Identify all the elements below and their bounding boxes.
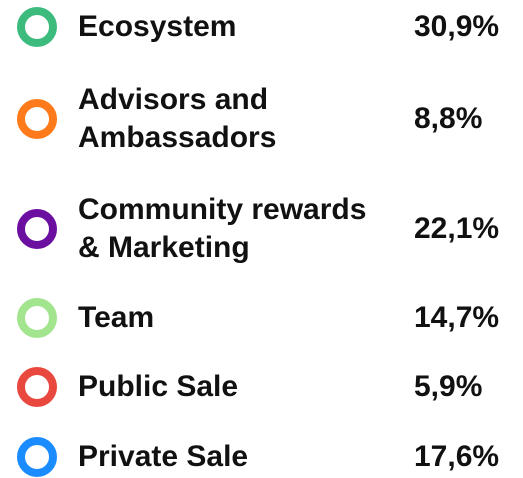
label-line: Ambassadors — [78, 121, 277, 154]
label-line: Team — [78, 301, 155, 334]
legend-marker — [17, 298, 57, 338]
legend-value: 17,6% — [414, 440, 500, 473]
legend-marker — [17, 99, 57, 139]
legend-value: 30,9% — [414, 10, 500, 43]
label-line: Ecosystem — [78, 10, 237, 43]
legend-marker — [17, 367, 57, 407]
legend-value: 14,7% — [414, 301, 500, 334]
label-line: Private Sale — [78, 440, 249, 473]
legend-label: Private Sale — [78, 438, 248, 476]
legend-marker — [17, 209, 57, 249]
legend-label: Community rewards & Marketing — [78, 191, 366, 267]
label-line: Public Sale — [78, 370, 239, 403]
legend-label: Ecosystem — [78, 8, 236, 46]
legend-marker — [17, 7, 57, 47]
legend-marker — [17, 437, 57, 477]
legend-value: 5,9% — [414, 370, 483, 403]
legend-label: Advisors and Ambassadors — [78, 81, 276, 157]
legend-label: Team — [78, 299, 154, 337]
label-line: Community rewards — [78, 193, 367, 226]
legend-label: Public Sale — [78, 368, 238, 406]
label-line: & Marketing — [78, 231, 250, 264]
label-line: Advisors and — [78, 83, 269, 116]
legend-value: 8,8% — [414, 102, 483, 135]
legend-value: 22,1% — [414, 212, 500, 245]
